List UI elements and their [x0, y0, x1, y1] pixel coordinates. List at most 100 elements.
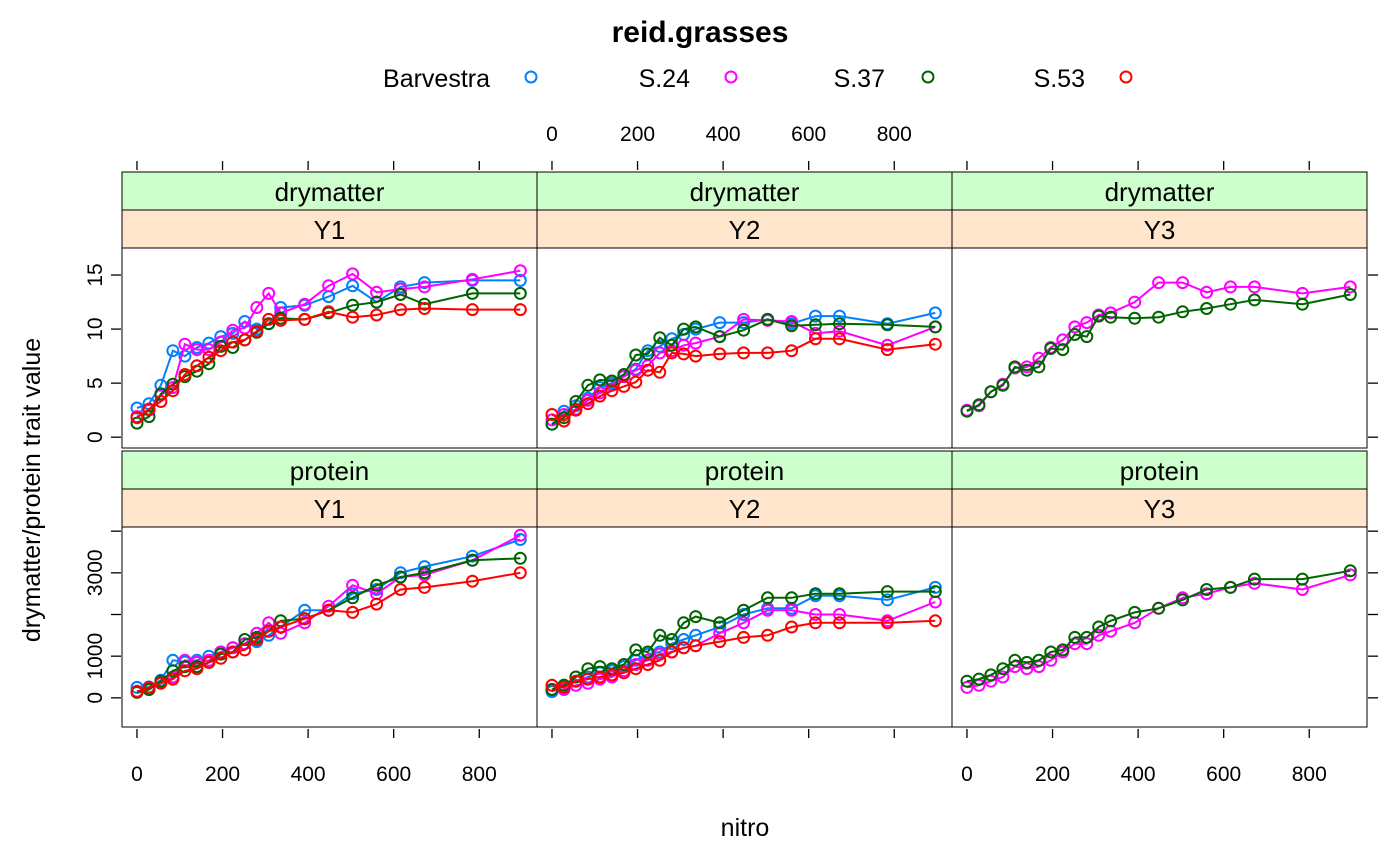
- data-point: [713, 635, 727, 649]
- x-axis-title: nitro: [721, 814, 770, 842]
- data-point: [880, 338, 894, 352]
- data-point: [833, 309, 846, 323]
- data-point: [214, 344, 228, 358]
- data-point: [545, 678, 559, 692]
- data-point: [641, 658, 655, 671]
- data-point: [370, 308, 384, 322]
- y-tick-label: 0: [84, 692, 107, 704]
- series-line: [966, 293, 1351, 413]
- data-point: [130, 411, 144, 425]
- x-tick-label: 0: [131, 763, 143, 786]
- data-point: [1032, 360, 1046, 374]
- data-point: [1248, 576, 1261, 590]
- data-point: [689, 336, 703, 350]
- data-point: [465, 549, 479, 563]
- strip-trait-label: drymatter: [1105, 177, 1215, 207]
- data-point: [761, 603, 775, 617]
- data-point: [262, 312, 276, 326]
- data-point: [142, 410, 156, 424]
- y-tick-label: 5: [84, 377, 107, 389]
- series-line: [551, 318, 936, 421]
- plot-frame: [951, 526, 1368, 728]
- data-point: [1020, 363, 1034, 377]
- data-point: [370, 578, 384, 592]
- data-point: [178, 337, 192, 351]
- panel-protein-y2: protein Y2: [536, 450, 953, 728]
- data-point: [928, 585, 942, 599]
- data-point: [418, 297, 431, 311]
- strip-trait: [121, 171, 538, 211]
- data-point: [1176, 276, 1190, 290]
- legend-label: S.24: [639, 65, 691, 93]
- strip-year-label: Y3: [1144, 215, 1176, 245]
- data-point: [1152, 310, 1166, 324]
- data-point: [629, 662, 643, 676]
- data-point: [1343, 568, 1357, 582]
- panel-drymatter-y1: drymatter Y1: [121, 171, 538, 449]
- legend-symbol: [1119, 70, 1133, 84]
- series-line: [136, 292, 521, 424]
- data-point: [418, 280, 431, 294]
- chart-title: reid.grasses: [612, 16, 789, 49]
- legend: Barvestra S.24 S.37 S.53: [383, 65, 1133, 93]
- data-point: [677, 616, 691, 630]
- legend-label: S.53: [1034, 65, 1085, 93]
- data-point: [1104, 310, 1118, 324]
- data-point: [880, 318, 894, 332]
- data-point: [465, 286, 479, 300]
- x-tick-label: 600: [791, 123, 826, 146]
- data-point: [785, 319, 799, 333]
- data-point: [809, 309, 822, 323]
- data-point: [1152, 276, 1166, 290]
- data-point: [418, 566, 431, 580]
- data-point: [617, 658, 631, 671]
- data-point: [1295, 297, 1309, 311]
- data-point: [833, 317, 846, 331]
- data-point: [298, 603, 312, 617]
- data-point: [1068, 320, 1082, 334]
- data-point: [1092, 628, 1106, 642]
- data-point: [1092, 309, 1106, 323]
- data-point: [202, 350, 216, 364]
- panel-drymatter-y3: drymatter Y3: [951, 171, 1368, 449]
- data-point: [274, 313, 288, 327]
- data-point: [761, 312, 775, 326]
- data-point: [581, 676, 595, 690]
- data-point: [513, 264, 527, 278]
- data-point: [166, 672, 180, 686]
- data-point: [1128, 605, 1142, 619]
- data-point: [1080, 630, 1094, 644]
- legend-label: S.37: [834, 65, 885, 93]
- data-point: [653, 365, 667, 379]
- data-point: [190, 662, 204, 676]
- series-line: [136, 307, 521, 419]
- data-point: [785, 620, 799, 634]
- data-point: [880, 616, 894, 630]
- data-point: [1343, 564, 1357, 578]
- data-point: [465, 574, 479, 588]
- y-tick-label: 3000: [84, 549, 107, 596]
- series-line: [966, 573, 1351, 689]
- data-point: [513, 273, 527, 287]
- data-point: [713, 347, 727, 361]
- data-point: [689, 639, 703, 653]
- data-point: [250, 324, 264, 338]
- panel-drymatter-y2: drymatter Y2: [536, 171, 953, 449]
- data-point: [513, 528, 527, 542]
- data-point: [346, 591, 360, 605]
- x-tick-label: 800: [462, 763, 497, 786]
- data-point: [1128, 295, 1142, 309]
- data-point: [713, 330, 727, 344]
- data-point: [465, 272, 479, 286]
- legend-symbol: [524, 70, 538, 84]
- data-point: [593, 389, 607, 403]
- data-point: [238, 643, 252, 657]
- x-tick-label: 600: [1206, 763, 1241, 786]
- data-point: [569, 674, 583, 688]
- data-point: [1248, 293, 1261, 307]
- data-point: [513, 533, 527, 546]
- data-point: [214, 651, 228, 665]
- data-point: [641, 347, 655, 361]
- data-point: [1152, 601, 1166, 615]
